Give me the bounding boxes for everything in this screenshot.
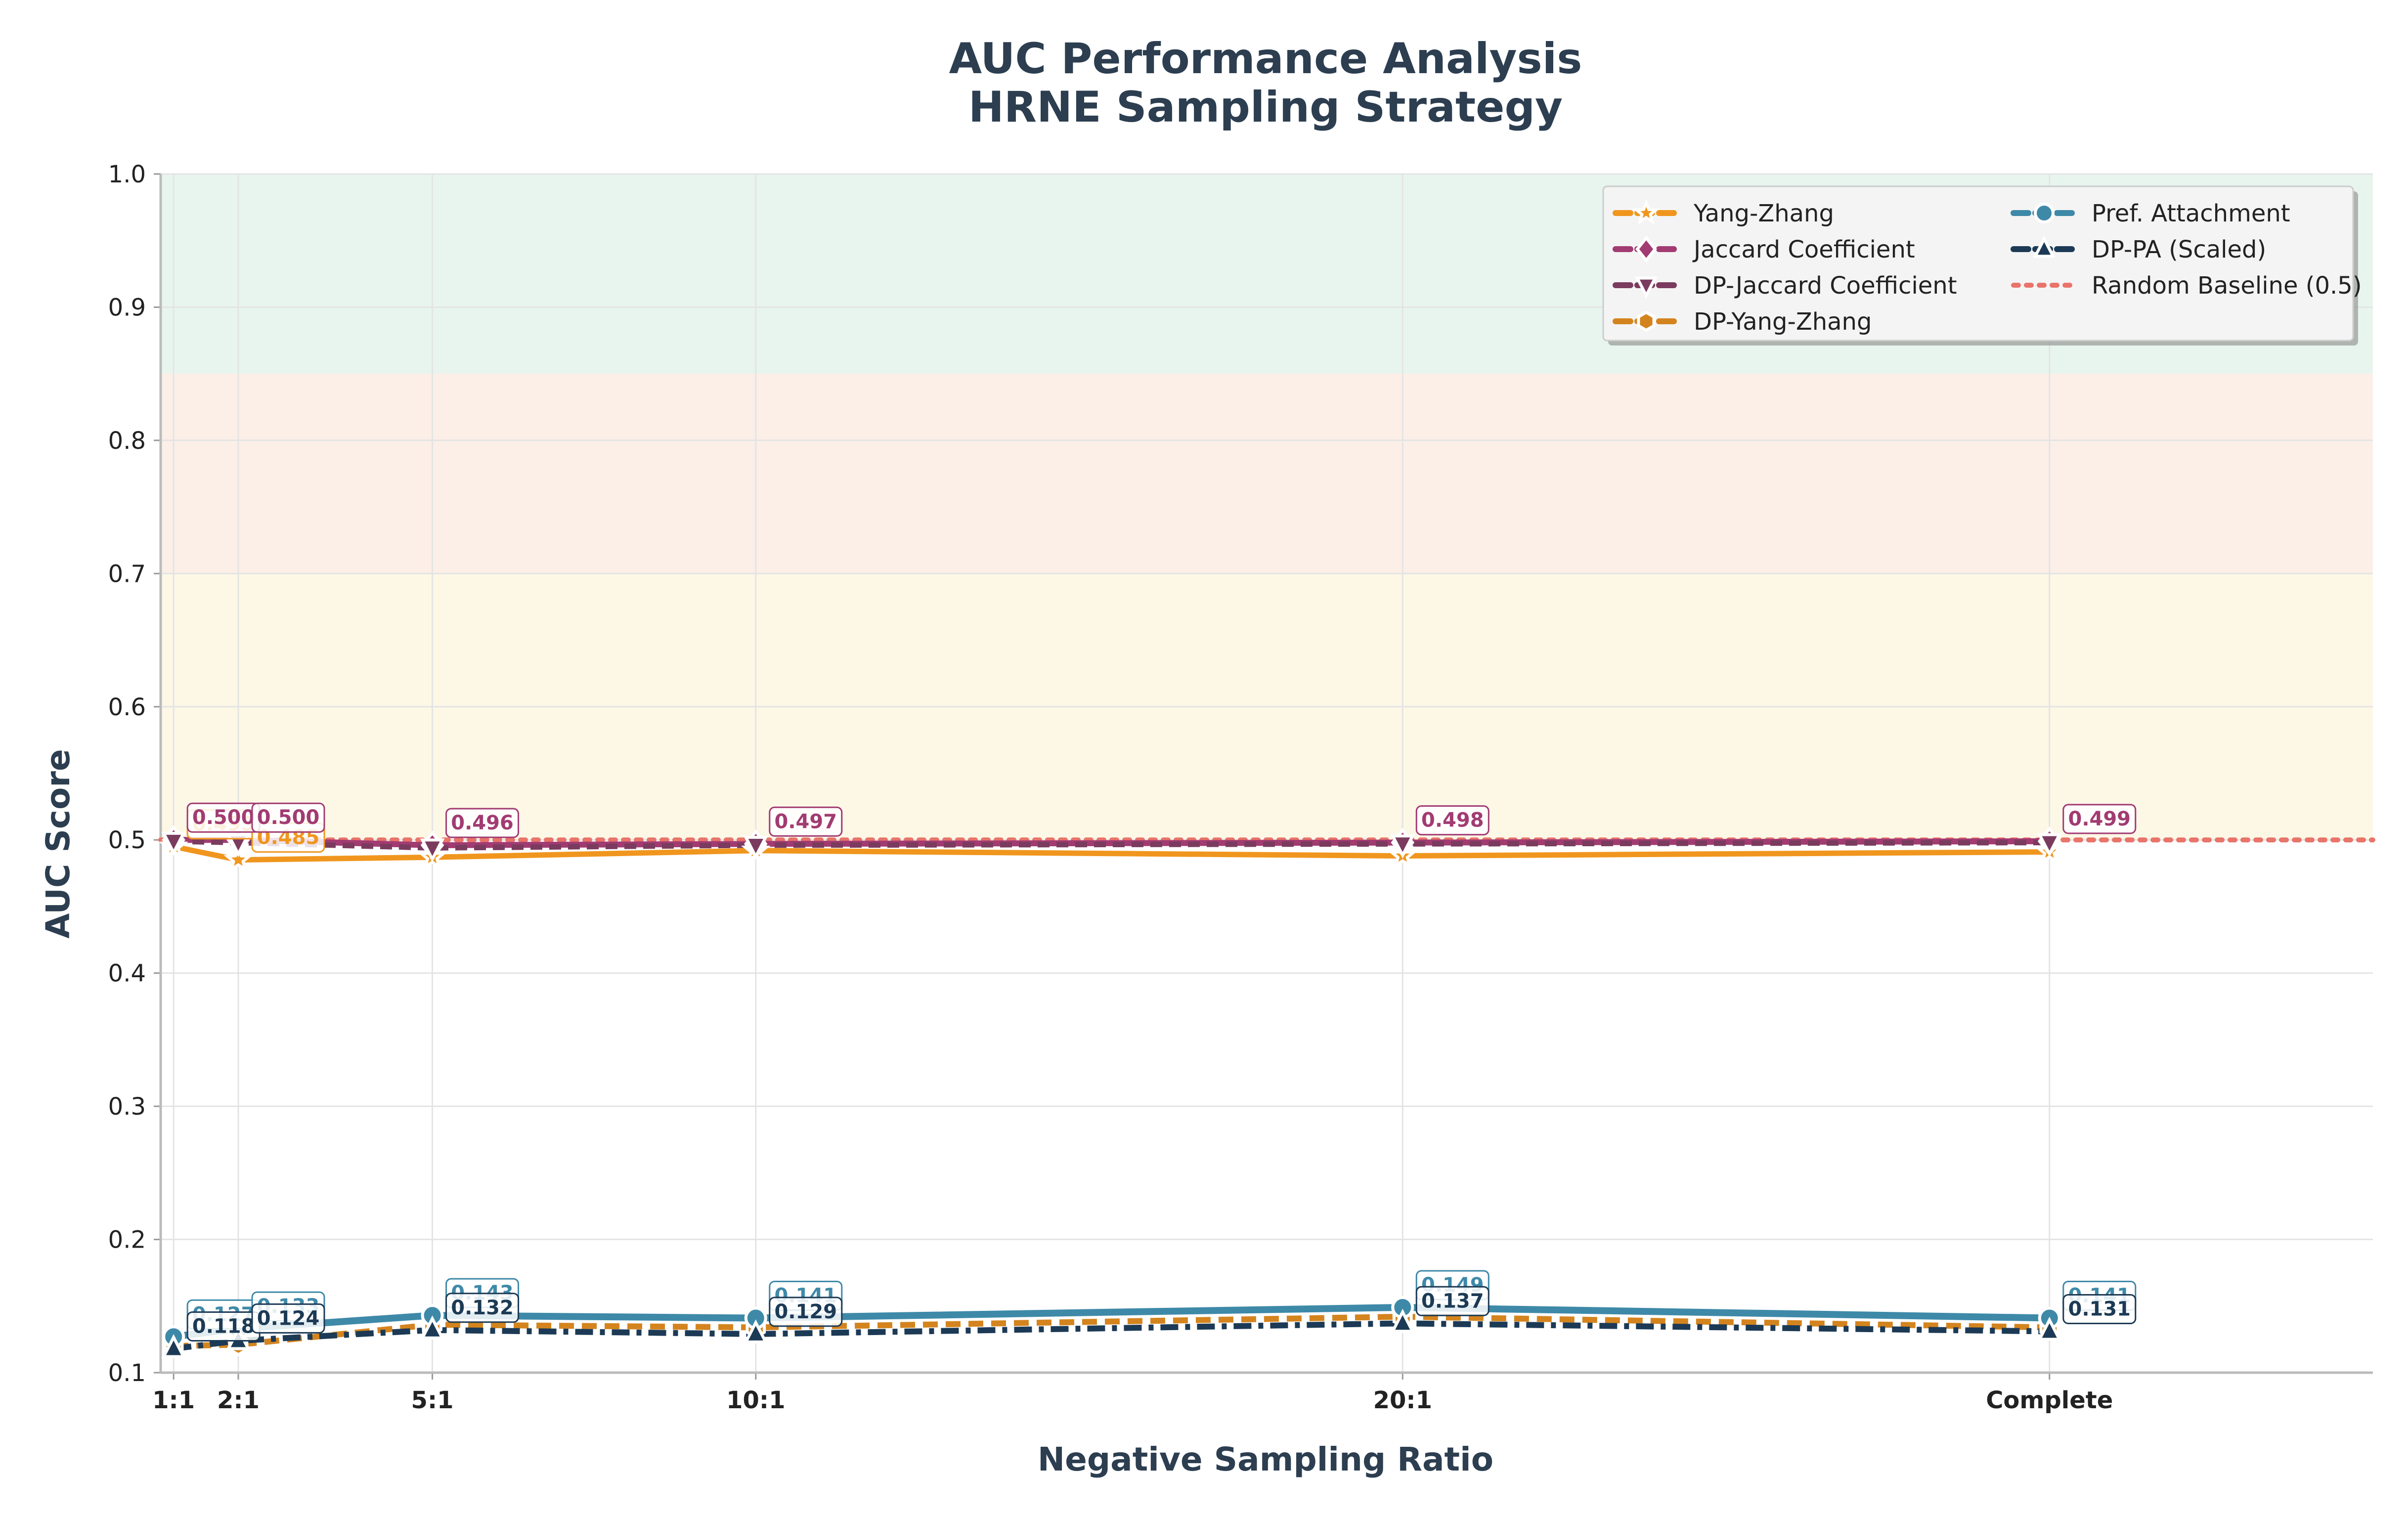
data-label: 0.498 <box>1421 809 1484 832</box>
y-tick-label: 0.7 <box>108 560 146 588</box>
chart-title: AUC Performance Analysis <box>949 34 1582 84</box>
x-tick-label: 2:1 <box>217 1386 260 1414</box>
data-label: 0.132 <box>451 1297 514 1319</box>
legend-label-5: DP-PA (Scaled) <box>2092 236 2266 263</box>
data-label: 0.500 <box>192 806 255 829</box>
legend-marker-4 <box>2034 203 2055 223</box>
data-label-box <box>1415 805 1489 836</box>
axes <box>154 173 2373 1380</box>
data-label: 0.496 <box>451 812 514 834</box>
data-label-box <box>251 1303 325 1334</box>
x-tick-label: Complete <box>1986 1386 2113 1414</box>
legend: Yang-Zhang Jaccard Coefficient DP-Jaccard … <box>1602 185 2362 346</box>
series-markers <box>159 825 2064 1358</box>
x-tick-label: 1:1 <box>152 1386 195 1414</box>
point-2-0 <box>161 831 186 856</box>
legend-marker-1 <box>1635 235 1657 263</box>
y-tick-label: 0.2 <box>108 1226 146 1254</box>
y-axis-label: AUC Score <box>39 749 77 938</box>
data-label-box <box>445 1293 520 1323</box>
band-1 <box>161 374 2373 574</box>
y-tick-label: 0.8 <box>108 427 146 455</box>
data-label: 0.124 <box>257 1307 320 1330</box>
data-label: 0.500 <box>257 806 320 829</box>
point-5-0 <box>161 1334 186 1358</box>
point-2-2 <box>420 838 445 863</box>
x-tick-label: 10:1 <box>726 1386 785 1414</box>
point-5-4 <box>1390 1308 1415 1333</box>
data-label: 0.499 <box>2068 808 2131 830</box>
data-labels: 0.4950.4850.5000.5000.4960.4970.4980.499… <box>186 802 2137 1342</box>
series-line-0 <box>173 844 2050 863</box>
data-label: 0.137 <box>1421 1290 1484 1312</box>
y-tick-label: 0.9 <box>108 294 146 321</box>
tick-labels: 0.1 0.2 0.3 0.4 0.5 0.6 0.7 0.8 0.9 1.0 1:1 2:1 5:1 1… <box>108 161 2113 1414</box>
data-label-box <box>2062 804 2137 834</box>
data-label: 0.129 <box>775 1300 837 1323</box>
data-label-box <box>251 802 325 833</box>
legend-label-1: Jaccard Coefficient <box>1692 236 1915 263</box>
data-label-box <box>2062 1294 2137 1324</box>
data-label: 0.131 <box>2068 1298 2131 1320</box>
y-tick-label: 0.3 <box>108 1093 146 1121</box>
legend-marker-2 <box>1635 276 1658 299</box>
legend-label-0: Yang-Zhang <box>1693 200 1834 227</box>
point-2-3 <box>743 836 768 860</box>
y-tick-label: 0.5 <box>108 826 146 854</box>
point-2-4 <box>1390 834 1415 859</box>
legend-box <box>1602 185 2354 342</box>
chart-subtitle: HRNE Sampling Strategy <box>968 83 1563 132</box>
y-tick-label: 0.4 <box>108 960 146 988</box>
series-line-5 <box>173 1320 2050 1352</box>
y-tick-label: 0.6 <box>108 693 146 721</box>
data-label-box <box>769 806 843 837</box>
point-0-1 <box>223 844 253 872</box>
series-line-2 <box>174 838 2050 851</box>
data-label: 0.118 <box>192 1315 255 1338</box>
point-5-2 <box>420 1315 445 1340</box>
y-tick-label: 1.0 <box>108 161 146 188</box>
data-label: 0.497 <box>775 810 837 833</box>
legend-label-2: DP-Jaccard Coefficient <box>1694 272 1957 300</box>
legend-marker-3 <box>1637 310 1656 332</box>
point-5-5 <box>2037 1316 2062 1341</box>
legend-label-4: Pref. Attachment <box>2092 200 2290 227</box>
series-lines <box>158 837 2375 1352</box>
x-tick-label: 20:1 <box>1373 1386 1432 1414</box>
data-label-box <box>445 808 520 838</box>
point-5-3 <box>743 1319 768 1343</box>
legend-marker-0 <box>1632 199 1660 225</box>
x-axis-label: Negative Sampling Ratio <box>1038 1440 1493 1478</box>
point-2-5 <box>2037 833 2062 858</box>
data-label-box <box>769 1297 843 1327</box>
y-tick-label: 0.1 <box>108 1359 146 1387</box>
legend-marker-5 <box>2033 235 2056 258</box>
legend-label-3: DP-Yang-Zhang <box>1694 308 1872 336</box>
x-tick-label: 5:1 <box>411 1386 454 1414</box>
legend-label-6: Random Baseline (0.5) <box>2092 272 2362 300</box>
data-label-box <box>1415 1286 1489 1316</box>
